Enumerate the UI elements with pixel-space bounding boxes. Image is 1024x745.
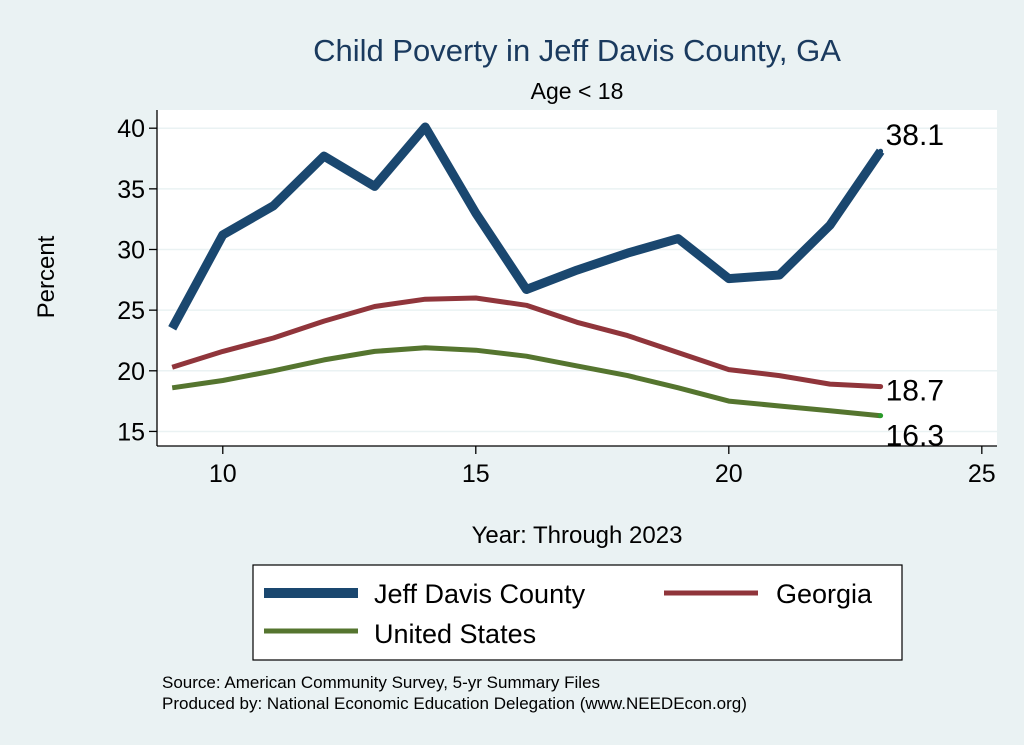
x-axis-title: Year: Through 2023: [472, 522, 683, 549]
series-end-marker-georgia: [878, 384, 884, 390]
series-end-marker-jeff-davis: [878, 148, 884, 154]
y-tick-label: 20: [117, 358, 145, 386]
source-note: Source: American Community Survey, 5-yr …: [162, 673, 600, 692]
end-label-georgia: 18.7: [886, 375, 944, 408]
series-lines: [168, 122, 885, 419]
y-tick-label: 35: [117, 176, 145, 204]
gridlines: [157, 127, 997, 433]
producer-note: Produced by: National Economic Education…: [162, 694, 747, 713]
end-label-jeff-davis: 38.1: [886, 119, 944, 152]
end-label-united-states: 16.3: [886, 420, 944, 453]
x-tick-label: 15: [462, 460, 490, 488]
x-tick-label: 10: [209, 460, 237, 488]
x-tick-label: 20: [715, 460, 743, 488]
plot-area: [157, 110, 997, 446]
y-tick-label: 40: [117, 115, 145, 143]
legend-label-georgia: Georgia: [776, 579, 873, 609]
legend-label-jeff-davis: Jeff Davis County: [374, 579, 586, 609]
chart-subtitle: Age < 18: [531, 78, 624, 104]
series-line-united-states: [171, 345, 881, 419]
y-tick-label: 15: [117, 418, 145, 446]
y-tick-label: 25: [117, 297, 145, 325]
legend: Jeff Davis County Georgia United States: [252, 564, 903, 661]
series-end-marker-united-states: [878, 413, 884, 419]
chart-title: Child Poverty in Jeff Davis County, GA: [313, 33, 841, 68]
legend-label-united-states: United States: [374, 619, 536, 649]
x-tick-label: 25: [968, 460, 996, 488]
y-tick-label: 30: [117, 236, 145, 264]
y-axis-title: Percent: [33, 235, 60, 318]
axes: 15 20 25 30 35 40 10 15 20 25: [117, 110, 997, 488]
legend-box: [252, 564, 903, 661]
end-labels: 38.1 18.7 16.3: [878, 119, 944, 453]
series-line-georgia: [171, 295, 881, 390]
series-line-jeff-davis: [168, 122, 885, 331]
